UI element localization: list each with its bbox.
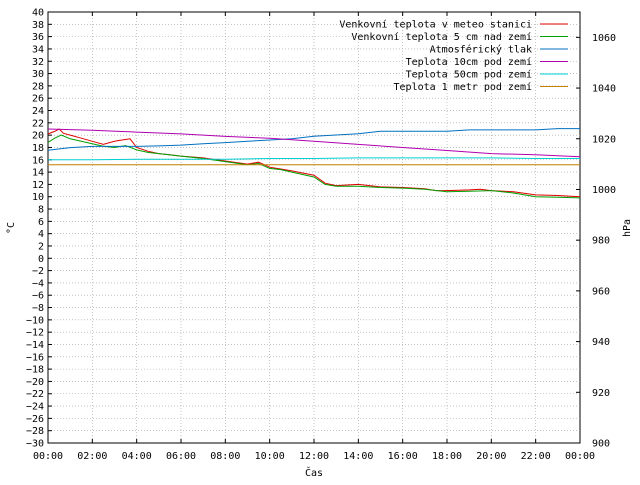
x-tick-label: 02:00 <box>77 451 107 462</box>
x-tick-label: 14:00 <box>343 451 373 462</box>
y-left-tick-label: 10 <box>32 192 44 203</box>
y-left-tick-label: −2 <box>32 266 44 277</box>
x-tick-label: 12:00 <box>299 451 329 462</box>
y-left-tick-label: 38 <box>32 20 44 31</box>
x-tick-label: 00:00 <box>565 451 595 462</box>
y-left-tick-label: −30 <box>26 439 44 450</box>
y-left-tick-label: −18 <box>26 365 44 376</box>
legend-label: Teplota 1 metr pod zemí <box>394 81 532 93</box>
y-left-tick-label: −22 <box>26 389 44 400</box>
y-left-tick-label: −20 <box>26 377 44 388</box>
x-tick-label: 06:00 <box>166 451 196 462</box>
y-left-tick-label: 8 <box>38 205 44 216</box>
x-tick-label: 04:00 <box>122 451 152 462</box>
y-right-tick-label: 1060 <box>592 33 616 44</box>
y-left-tick-label: 12 <box>32 180 44 191</box>
y-right-tick-label: 980 <box>592 236 610 247</box>
y-axis-left-label: °C <box>6 222 17 234</box>
y-right-tick-label: 1020 <box>592 134 616 145</box>
y-left-tick-label: −24 <box>26 402 44 413</box>
legend-label: Atmosférický tlak <box>430 44 532 56</box>
y-left-tick-label: −26 <box>26 414 44 425</box>
series-line-4 <box>47 128 581 158</box>
y-left-tick-label: 28 <box>32 81 44 92</box>
y-left-tick-label: 2 <box>38 241 44 252</box>
series-line-3 <box>47 128 580 151</box>
y-left-tick-label: 4 <box>38 229 44 240</box>
y-left-tick-label: 22 <box>32 118 44 129</box>
y-left-tick-label: 0 <box>38 254 44 265</box>
y-right-tick-label: 940 <box>592 337 610 348</box>
y-left-tick-label: 30 <box>32 69 44 80</box>
series-line-1 <box>47 128 581 198</box>
x-axis-label: Čas <box>305 466 323 479</box>
y-left-tick-label: 40 <box>32 8 44 19</box>
y-left-tick-label: −28 <box>26 426 44 437</box>
x-tick-label: 20:00 <box>476 451 506 462</box>
y-right-tick-label: 1040 <box>592 84 616 95</box>
x-tick-label: 08:00 <box>210 451 240 462</box>
x-axis-ticks: 00:00 02:00 04:00 06:00 08:00 10:00 12:00 14:00… <box>33 12 595 462</box>
y-right-tick-label: 900 <box>592 439 610 450</box>
y-left-tick-label: −10 <box>26 315 44 326</box>
y-left-tick-label: 16 <box>32 155 44 166</box>
y-left-tick-label: −8 <box>32 303 44 314</box>
y-axis-right-ticks: 1060 1040 1020 1000 980 960 940 920 900 <box>576 33 616 450</box>
legend-label: Venkovní teplota v meteo stanici <box>339 19 532 31</box>
y-left-tick-label: 34 <box>32 44 44 55</box>
y-left-tick-label: −14 <box>26 340 44 351</box>
x-tick-label: 18:00 <box>432 451 462 462</box>
y-left-tick-label: 24 <box>32 106 44 117</box>
y-left-tick-label: 20 <box>32 131 44 142</box>
x-tick-label: 00:00 <box>33 451 63 462</box>
series-line-2 <box>47 134 581 199</box>
y-axis-right-label: hPa <box>622 219 633 237</box>
x-tick-label: 10:00 <box>255 451 285 462</box>
y-left-tick-label: −4 <box>32 278 44 289</box>
y-left-tick-label: 18 <box>32 143 44 154</box>
y-right-tick-label: 920 <box>592 388 610 399</box>
y-left-tick-label: 36 <box>32 32 44 43</box>
y-left-tick-label: 32 <box>32 57 44 68</box>
series-layer <box>47 128 581 199</box>
legend-label: Teplota 10cm pod zemí <box>406 56 532 68</box>
y-left-tick-label: −12 <box>26 328 44 339</box>
legend: Venkovní teplota v meteo staniciVenkovní… <box>339 19 568 93</box>
y-right-tick-label: 1000 <box>592 185 616 196</box>
y-left-tick-label: −6 <box>32 291 44 302</box>
y-left-tick-label: 14 <box>32 168 44 179</box>
y-left-tick-label: 6 <box>38 217 44 228</box>
x-tick-label: 16:00 <box>388 451 418 462</box>
series-line-5 <box>48 157 580 161</box>
y-left-tick-label: −16 <box>26 352 44 363</box>
x-tick-label: 22:00 <box>521 451 551 462</box>
legend-label: Venkovní teplota 5 cm nad zemí <box>351 31 532 43</box>
legend-label: Teplota 50cm pod zemí <box>406 69 532 81</box>
y-left-tick-label: 26 <box>32 94 44 105</box>
y-axis-left-ticks: 4038363432302826242220181614121086420−2−… <box>26 8 52 450</box>
y-right-tick-label: 960 <box>592 286 610 297</box>
